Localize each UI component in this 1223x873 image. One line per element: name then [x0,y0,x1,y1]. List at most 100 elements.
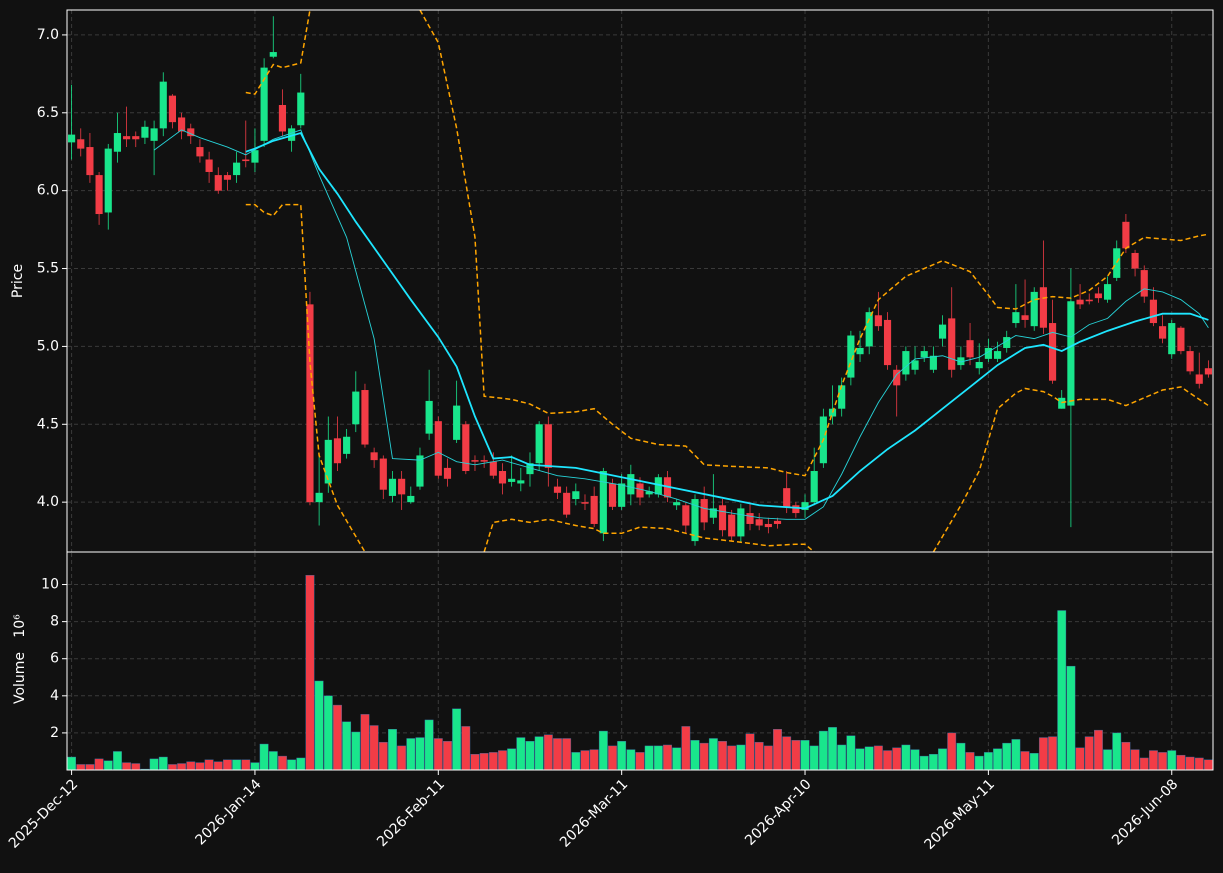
volume-axis-label: Volume [12,652,28,704]
volume-bar [965,752,975,771]
candle-body [1186,351,1194,372]
candle-body [123,136,131,140]
volume-bar [378,741,388,771]
volume-bar [626,749,636,771]
volume-bar [1029,753,1039,771]
candle-body [929,355,937,370]
candle-body [1094,293,1102,299]
volume-bar [635,752,645,771]
candle-body [737,508,745,537]
candle-body [856,347,864,355]
candle-body [370,452,378,461]
candle-body [1058,397,1066,409]
volume-frame [66,551,1214,771]
volume-bar [681,726,691,771]
candle-body [1204,368,1212,375]
candle-body [746,513,754,524]
y-tick-label: 6.0 [37,183,59,199]
volume-bar [351,731,361,771]
volume-bar [158,756,168,771]
candle-body [618,483,626,507]
volume-bar [919,755,929,771]
candle-body [654,477,662,495]
volume-bar [433,738,443,771]
volume-bar [397,745,407,771]
candle-body [1149,299,1157,324]
volume-bar [653,745,663,771]
volume-bar [644,745,654,771]
candle-body [673,502,681,506]
volume-bar [1194,757,1204,771]
candle-body [214,175,222,191]
volume-bar [223,759,232,771]
candle-body [553,486,562,493]
candle-body [1039,287,1047,328]
y-tick-label: 4.0 [37,494,59,510]
volume-bar [1176,754,1186,771]
candle-body [398,478,406,495]
candle-body [865,312,873,347]
volume-bar [443,741,452,771]
candle-body [718,505,727,531]
candle-body [95,175,103,215]
candle-body [150,128,158,141]
volume-bar [323,695,333,771]
candle-body [755,519,763,526]
candle-body [1103,284,1112,300]
overlay-line [419,10,1209,477]
candle-body [1021,315,1029,320]
candle-body [471,460,479,462]
candle-body [242,159,250,162]
candle-body [251,150,259,163]
volume-bar [76,764,86,771]
candle-body [1195,374,1203,384]
candle-body [828,408,837,417]
candle-body [810,471,818,503]
volume-bar [369,725,379,771]
volume-bar [864,746,874,771]
volume-bar [168,764,177,771]
volume-bar [259,743,269,771]
candle-body [691,499,699,542]
volume-bar [855,748,865,771]
volume-bar [1084,736,1094,771]
candle-body [86,147,94,176]
candle-body [682,505,690,526]
volume-bar [1103,749,1112,771]
candle-body [1048,323,1057,381]
volume-bar [452,708,462,771]
volume-bar [1130,749,1140,771]
volume-bar [617,741,627,771]
volume-bar [589,749,599,771]
candle-body [957,357,965,366]
volume-bar [268,751,278,771]
candle-body [526,463,534,475]
volume-bar [928,754,938,771]
candle-body [764,523,772,528]
candle-body [517,480,525,484]
volume-bar [342,721,352,771]
candle-body [407,495,415,503]
candle-body [297,92,305,126]
volume-bar [672,747,682,771]
volume-bar [488,752,498,771]
candle-body [388,478,397,496]
y-tick-label: 5.0 [37,338,59,354]
candle-body [581,502,589,504]
candle-body [627,474,635,495]
volume-bar [727,745,737,771]
candle-body [1076,299,1084,305]
candle-body [77,139,85,149]
volume-bar [204,759,214,771]
volume-bar [1002,742,1012,771]
volume-bar [1048,736,1057,771]
candle-body [168,95,177,123]
volume-bar [195,762,205,771]
candle-body [352,391,360,425]
volume-bar [947,732,957,771]
overlay-line [245,203,366,552]
candle-body [1067,301,1075,406]
overlay-line [245,131,1209,510]
candle-body [572,491,580,500]
